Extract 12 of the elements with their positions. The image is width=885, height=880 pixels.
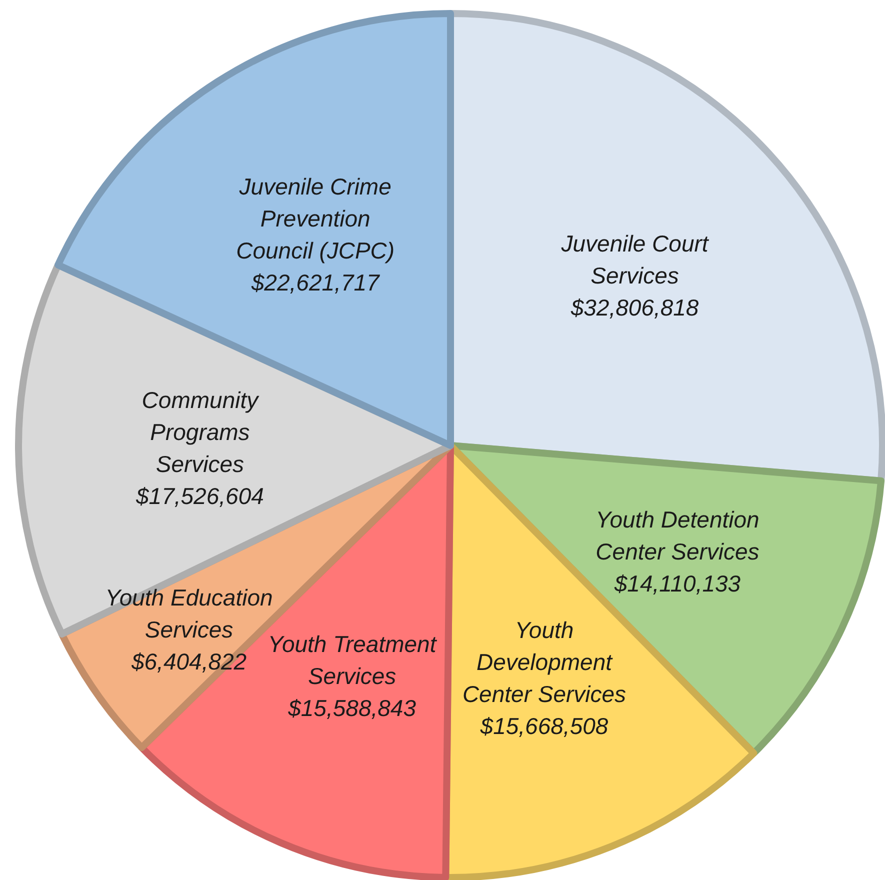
- data-label: $14,110,133: [613, 570, 741, 597]
- data-label: $6,404,822: [130, 648, 247, 674]
- data-label: $17,526,604: [135, 483, 264, 510]
- slice-label: Community Programs Services: [142, 387, 260, 478]
- data-label: $32,806,818: [570, 294, 699, 321]
- data-label: $15,588,843: [287, 694, 416, 721]
- slice-label: Juvenile Crime Prevention Council (JCPC): [236, 174, 395, 264]
- slice-label: Youth Development Center Services: [462, 616, 627, 707]
- data-label: $15,668,508: [479, 712, 608, 739]
- slice-label: Juvenile Court Services: [560, 230, 710, 289]
- data-label: $22,621,717: [250, 270, 380, 296]
- slice-label: Youth Detention Center Services: [596, 506, 760, 565]
